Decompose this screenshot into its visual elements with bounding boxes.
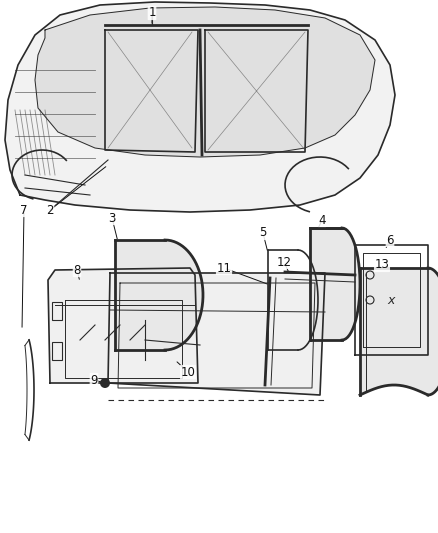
Polygon shape	[360, 268, 438, 395]
Polygon shape	[35, 7, 375, 157]
Text: 11: 11	[216, 262, 232, 274]
Text: 5: 5	[259, 227, 267, 239]
Polygon shape	[310, 228, 360, 340]
Text: 4: 4	[318, 214, 326, 227]
Text: 10: 10	[180, 366, 195, 378]
Polygon shape	[108, 273, 325, 395]
Text: 1: 1	[148, 6, 156, 20]
Text: 8: 8	[73, 263, 81, 277]
Bar	[52, 342, 62, 360]
Text: 7: 7	[20, 204, 28, 216]
Text: 2: 2	[46, 204, 54, 216]
Polygon shape	[115, 240, 203, 350]
Text: 9: 9	[90, 374, 98, 386]
Circle shape	[100, 378, 110, 388]
Polygon shape	[48, 268, 198, 383]
Text: x: x	[388, 294, 395, 306]
Text: 6: 6	[386, 233, 394, 246]
Text: 13: 13	[374, 259, 389, 271]
Bar	[52, 302, 62, 320]
Polygon shape	[5, 2, 395, 212]
Text: 12: 12	[276, 255, 292, 269]
Text: 3: 3	[108, 212, 116, 224]
